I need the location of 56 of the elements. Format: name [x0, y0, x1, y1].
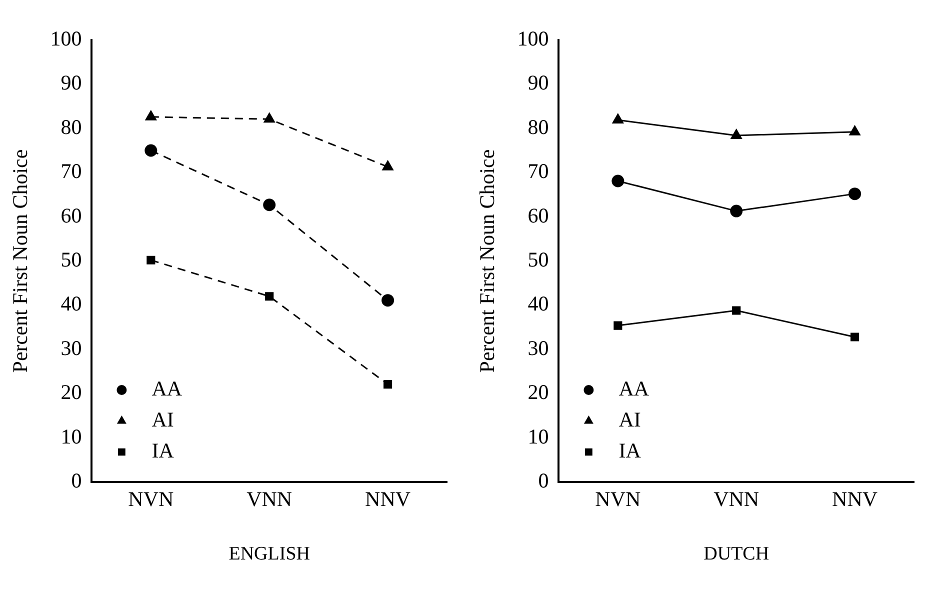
y-tick-label: 30 [60, 336, 82, 360]
y-tick-label: 20 [528, 380, 549, 404]
legend-label: AI [618, 408, 641, 432]
legend-label: AI [152, 408, 174, 432]
legend-label: AA [618, 376, 650, 401]
x-tick-label: NVN [595, 487, 641, 512]
point [382, 294, 394, 307]
legend-label: IA [152, 438, 175, 463]
point [382, 160, 394, 170]
y-tick-label: 50 [528, 248, 549, 272]
point [730, 129, 742, 139]
y-tick-label: 80 [60, 114, 82, 139]
y-tick-label: 50 [60, 248, 82, 272]
x-tick-label: VNN [714, 487, 760, 512]
y-tick-label: 80 [528, 114, 549, 139]
x-tick-label: NNV [832, 487, 878, 512]
y-tick-label: 100 [517, 26, 549, 51]
point [263, 198, 276, 212]
legend-label: IA [618, 438, 642, 463]
point [384, 380, 392, 389]
point [849, 126, 860, 136]
y-tick-label: 100 [50, 26, 82, 51]
x-axis-title: DUTCH [704, 544, 770, 565]
y-tick-label: 0 [71, 468, 82, 493]
y-tick-label: 60 [60, 203, 82, 228]
point [146, 256, 156, 264]
point [614, 321, 622, 330]
y-tick-label: 10 [60, 424, 82, 448]
y-tick-label: 70 [528, 159, 549, 184]
y-tick-label: 20 [60, 380, 82, 404]
point [730, 204, 743, 218]
x-tick-label: NVN [128, 487, 174, 512]
point [612, 174, 624, 188]
point [612, 114, 624, 124]
y-tick-label: 70 [60, 159, 82, 184]
x-axis-title: ENGLISH [228, 544, 310, 565]
point [732, 306, 741, 315]
y-tick-label: 30 [528, 336, 549, 360]
x-tick-label: NNV [365, 487, 411, 512]
legend-label: AA [152, 376, 183, 401]
point [850, 332, 860, 342]
y-tick-label: 60 [528, 203, 549, 228]
point [264, 112, 275, 123]
point [848, 188, 862, 200]
point [265, 292, 274, 301]
y-tick-label: 10 [528, 424, 549, 448]
x-tick-label: VNN [246, 487, 292, 512]
y-tick-label: 40 [60, 292, 82, 316]
y-tick-label: 40 [528, 292, 549, 316]
y-tick-label: 0 [538, 468, 549, 493]
y-tick-label: 90 [528, 70, 549, 95]
y-axis-title: Percent First Noun Choice [475, 149, 500, 373]
point [145, 110, 156, 120]
point [144, 144, 158, 157]
y-tick-label: 90 [60, 70, 82, 95]
y-axis-title: Percent First Noun Choice [8, 149, 32, 373]
